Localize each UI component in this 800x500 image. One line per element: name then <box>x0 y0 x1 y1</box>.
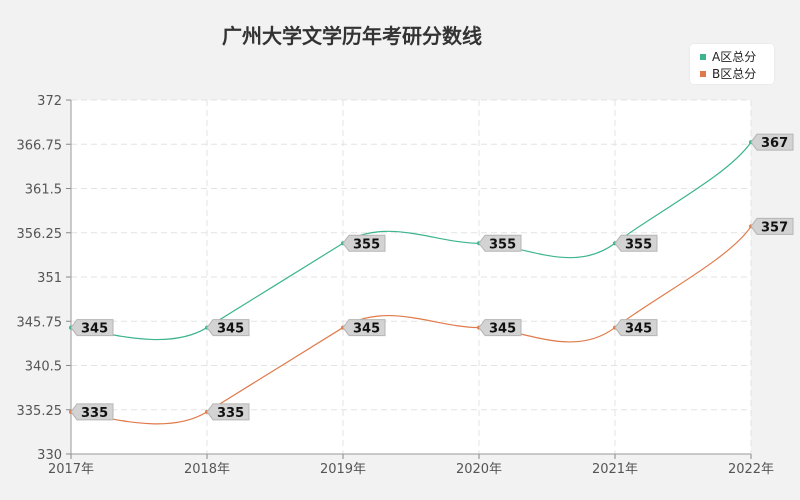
legend-item-b[interactable]: B区总分 <box>700 65 756 82</box>
legend-swatch-a <box>700 54 706 60</box>
x-tick-label: 2020年 <box>456 462 502 477</box>
data-label-box <box>478 319 522 337</box>
y-tick-label: 366.75 <box>17 138 63 153</box>
data-label: 345 <box>625 322 652 337</box>
legend-swatch-b <box>700 71 706 77</box>
data-label: 355 <box>353 237 380 252</box>
series-line-b <box>70 226 752 425</box>
data-label: 345 <box>489 322 516 337</box>
x-tick-label: 2021年 <box>592 462 638 477</box>
y-tick-label: 345.75 <box>17 315 63 330</box>
data-label: 355 <box>625 237 652 252</box>
data-label: 345 <box>217 322 244 337</box>
x-tick-label: 2018年 <box>184 462 230 477</box>
data-label-box <box>206 403 250 421</box>
y-tick-label: 372 <box>37 94 62 109</box>
data-label-box <box>342 234 386 252</box>
data-label-box <box>750 217 794 235</box>
data-label: 357 <box>761 220 788 235</box>
data-label-layer: 345 345 355 355 355 367 335 335 345 345 345 357 <box>70 133 794 421</box>
data-label: 335 <box>217 406 244 421</box>
data-label-box <box>478 234 522 252</box>
y-tick-label: 335.25 <box>17 404 63 419</box>
x-tick-label: 2019年 <box>320 462 366 477</box>
data-label-box <box>70 319 114 337</box>
data-label-box <box>750 133 794 151</box>
data-label-box <box>614 234 658 252</box>
legend-label-a: A区总分 <box>712 50 757 64</box>
data-label: 345 <box>81 322 108 337</box>
data-label: 335 <box>81 406 108 421</box>
data-label: 355 <box>489 237 516 252</box>
axis-layer: 330 335.25 340.5 345.75 351 356.25 361.5 366.75… <box>17 94 775 477</box>
x-tick-label: 2017年 <box>48 462 94 477</box>
y-tick-label: 330 <box>37 448 62 463</box>
legend: A区总分 B区总分 <box>690 44 774 84</box>
legend-label-b: B区总分 <box>712 67 757 81</box>
y-tick-label: 361.5 <box>25 183 62 198</box>
data-label-box <box>70 403 114 421</box>
series-line-a <box>70 141 752 341</box>
data-label-box <box>206 319 250 337</box>
chart-title: 广州大学文学历年考研分数线 <box>222 24 482 48</box>
y-tick-label: 340.5 <box>25 360 62 375</box>
data-label-box <box>342 319 386 337</box>
data-label: 345 <box>353 322 380 337</box>
data-label-box <box>614 319 658 337</box>
x-tick-label: 2022年 <box>728 462 774 477</box>
legend-item-a[interactable]: A区总分 <box>700 48 756 65</box>
y-tick-label: 356.25 <box>17 227 63 242</box>
data-label: 367 <box>761 136 788 151</box>
grid-layer <box>71 99 752 454</box>
y-tick-label: 351 <box>37 271 62 286</box>
